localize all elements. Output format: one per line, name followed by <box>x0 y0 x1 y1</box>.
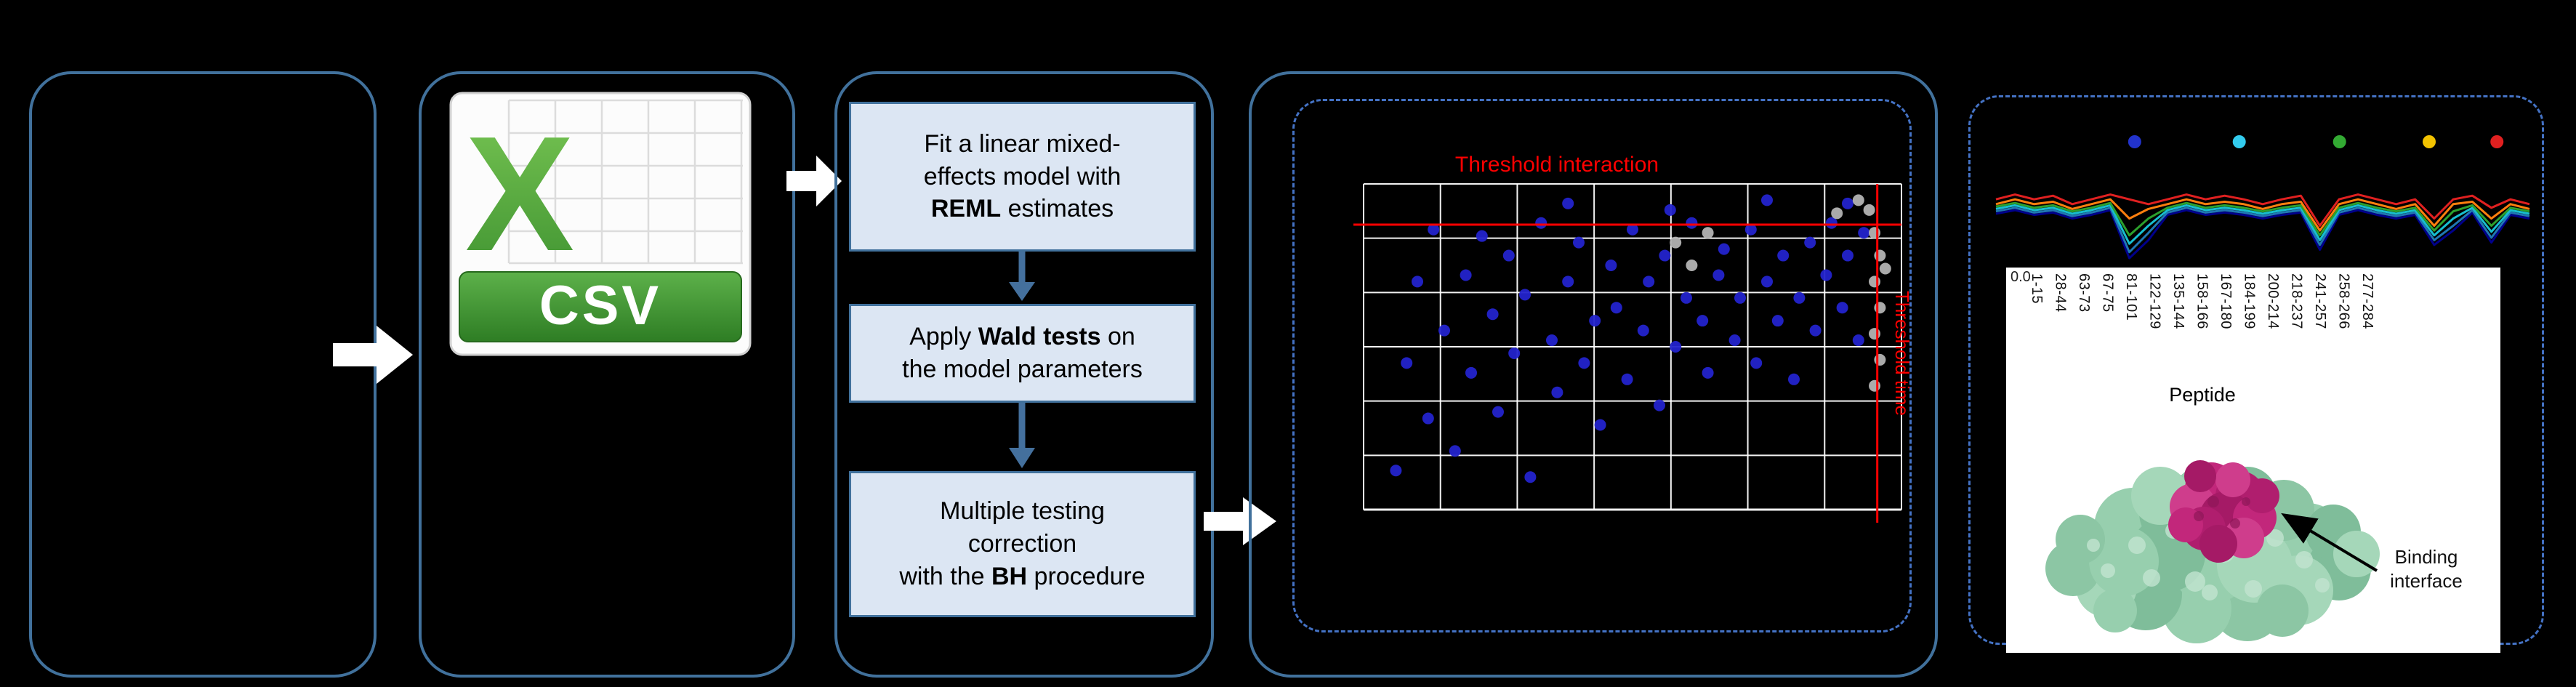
step-text-line: the model parameters <box>902 355 1143 383</box>
timepoint-marker <box>2333 135 2346 148</box>
scatter-points <box>1390 194 1891 483</box>
csv-banner-label: CSV <box>539 275 661 337</box>
binding-interface-arrow <box>2281 513 2378 572</box>
flow-arrow-2-icon <box>786 156 842 206</box>
binding-interface-region <box>2168 460 2279 563</box>
peptide-panel: 0.0 1-15 28-44 63-73 67-75 81-101 122-129 135-… <box>2006 268 2500 653</box>
timepoint-marker <box>2423 135 2436 148</box>
flow-arrow-1-icon <box>333 326 413 384</box>
scatter-grid <box>1363 183 1902 511</box>
peptide-tick-label: 184-199 <box>2241 273 2258 329</box>
timepoint-marker <box>2128 135 2141 148</box>
peptide-tick-label: 167-180 <box>2218 273 2234 329</box>
step-text-line: Fit a linear mixed- <box>924 129 1121 158</box>
threshold-lines <box>1353 184 1901 523</box>
uptake-series-darkblue <box>1995 209 2530 260</box>
binding-interface-label: Binding interface <box>2390 546 2463 592</box>
uptake-series-cyan <box>1995 204 2530 245</box>
volcano-scatter-plot: Threshold interaction Threshold time <box>1353 153 1913 523</box>
peptide-tick-label: 218-237 <box>2288 273 2305 329</box>
step-text-line: correction <box>967 530 1077 558</box>
uptake-series-orange <box>1995 198 2530 232</box>
uptake-series-green <box>1995 201 2530 237</box>
peptide-tick-label: 241-257 <box>2312 273 2328 329</box>
peptide-tick-label: 63-73 <box>2076 273 2092 313</box>
step-text-line: effects model with <box>923 162 1122 190</box>
panel-results <box>1249 71 1938 678</box>
panel-input <box>29 71 377 678</box>
peptide-tick-label: 28-44 <box>2052 273 2069 313</box>
csv-banner <box>459 271 742 342</box>
step-text-line: Apply Wald tests on <box>909 323 1135 351</box>
peptide-tick-label: 135-144 <box>2170 273 2186 329</box>
uptake-series-red <box>1995 193 2530 227</box>
step-box-bh-correction: Multiple testing correction with the BH … <box>849 471 1196 617</box>
threshold-interaction-label: Threshold interaction <box>1455 153 1659 177</box>
spreadsheet-grid <box>507 99 743 265</box>
peptide-tick-label: 81-101 <box>2123 273 2139 321</box>
peptide-tick-label: 122-129 <box>2146 273 2163 329</box>
results-dashed-box <box>1292 99 1912 632</box>
flow-arrow-3-icon <box>1204 497 1276 545</box>
down-arrow-2-icon <box>1009 403 1035 468</box>
peptide-tick-label: 277-284 <box>2359 273 2375 329</box>
y-axis-tick-label: 0.0 <box>2011 269 2031 285</box>
peptide-tick-label: 67-75 <box>2099 273 2116 313</box>
threshold-time-label: Threshold time <box>1891 291 1913 416</box>
uptake-series-blue <box>1995 206 2530 254</box>
step-box-wald-tests: Apply Wald tests on the model parameters <box>849 304 1196 403</box>
step-text-line: with the BH procedure <box>899 562 1146 590</box>
peptide-axis-title: Peptide <box>2169 384 2236 406</box>
timepoint-marker <box>2490 135 2504 148</box>
step-box-mixed-model: Fit a linear mixed- effects model with R… <box>849 102 1196 252</box>
peptide-tick-label: 158-166 <box>2194 273 2210 329</box>
excel-x-letter: X <box>465 102 574 285</box>
panel-csv-file <box>419 71 795 678</box>
peptide-tick-label: 1-15 <box>2029 273 2045 305</box>
down-arrow-1-icon <box>1009 252 1035 301</box>
uptake-line-chart <box>1995 135 2530 260</box>
csv-file-icon: X CSV <box>449 92 752 356</box>
peptide-tick-label: 258-266 <box>2335 273 2352 329</box>
peptide-tick-label: 200-214 <box>2265 273 2281 329</box>
step-text-line: REML estimates <box>930 195 1114 223</box>
panel-statistical-method <box>834 71 1214 678</box>
timepoint-marker <box>2232 135 2246 148</box>
step-text-line: Multiple testing <box>940 497 1105 526</box>
protein-structure <box>2045 460 2380 643</box>
